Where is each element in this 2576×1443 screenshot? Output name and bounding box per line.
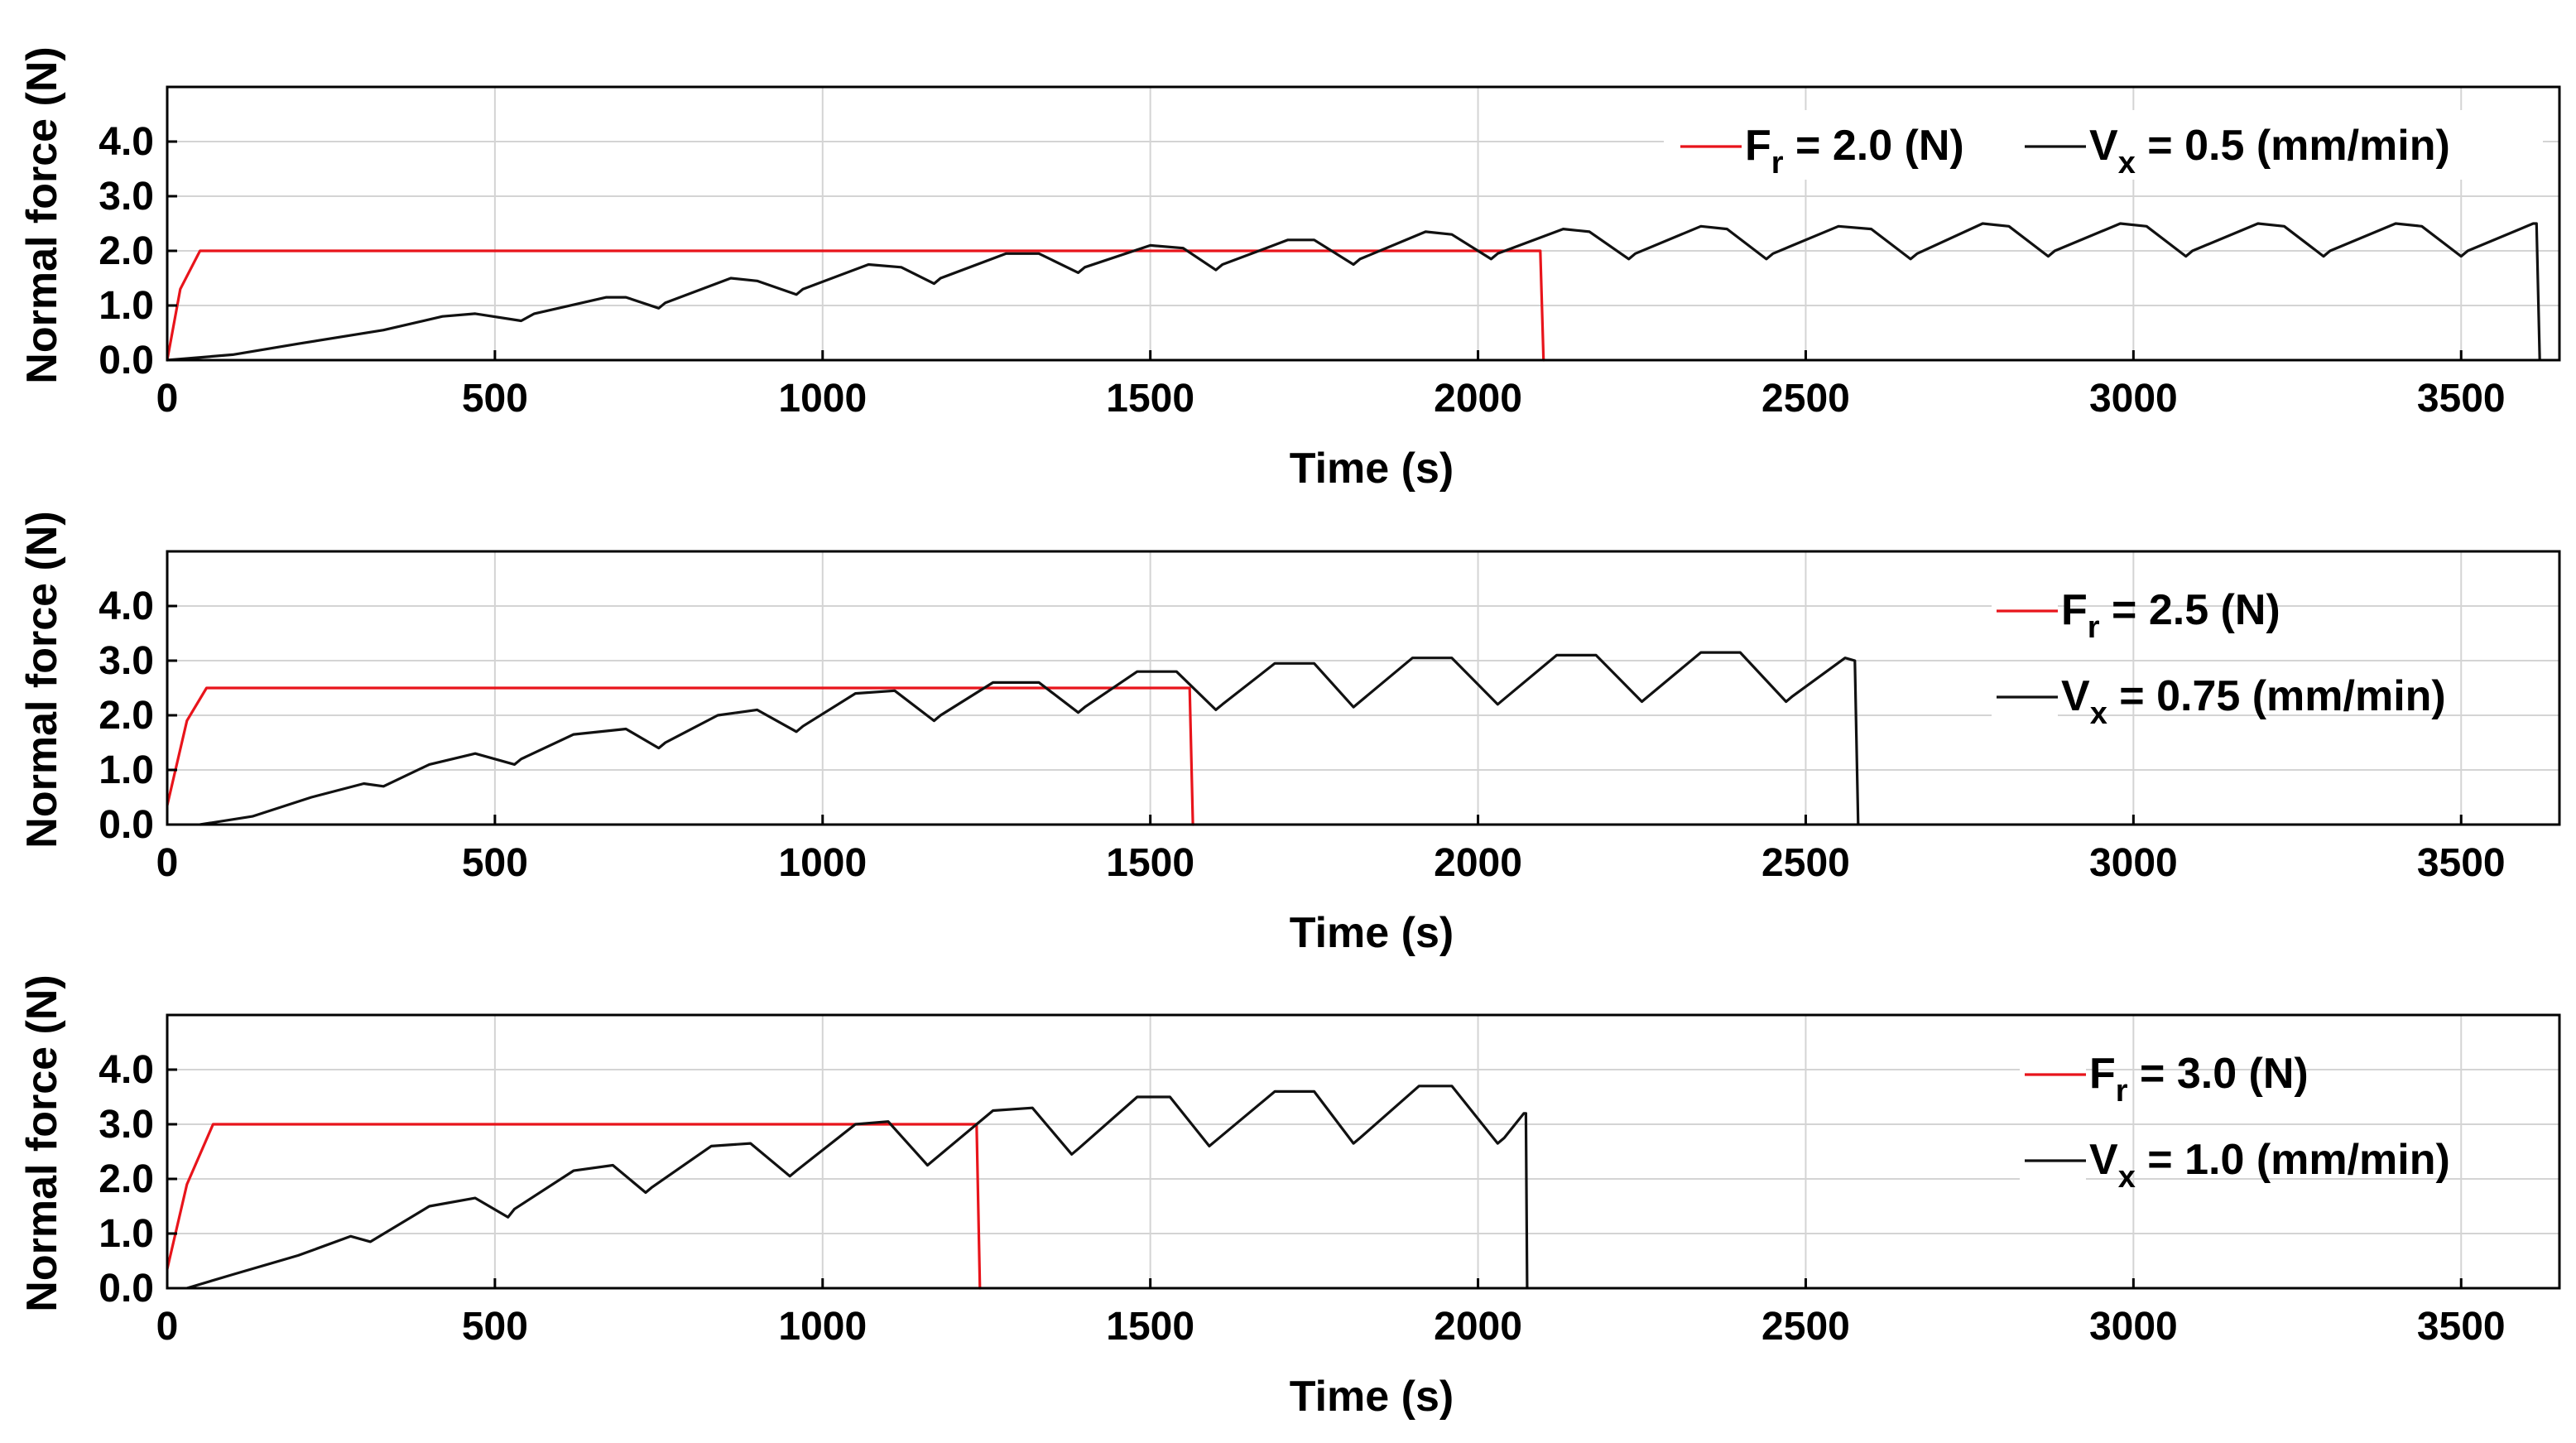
y-tick-label: 2.0	[99, 1157, 154, 1201]
legend-backdrop	[1664, 110, 2543, 180]
x-tick-label: 2500	[1761, 1305, 1850, 1349]
y-tick-label: 2.0	[99, 229, 154, 273]
x-tick-label: 3500	[2417, 841, 2506, 885]
legend-value: = 3.0 (N)	[2128, 1050, 2309, 1098]
legend-label-fr: Fr = 3.0 (N)	[2089, 1050, 2309, 1109]
legend-subscript: r	[1771, 146, 1784, 180]
y-tick-label: 1.0	[99, 284, 154, 328]
legend-subscript: x	[2118, 1160, 2136, 1195]
legend-value: = 0.5 (mm/min)	[2136, 122, 2450, 170]
x-axis-label: Time (s)	[1290, 909, 1454, 957]
legend-subscript: r	[2088, 610, 2100, 645]
legend-subscript: r	[2116, 1074, 2128, 1109]
x-axis-label: Time (s)	[1290, 1373, 1454, 1421]
legend-bg	[1675, 115, 1742, 181]
y-tick-label: 1.0	[99, 1212, 154, 1256]
x-tick-label: 1000	[778, 1305, 867, 1349]
x-tick-label: 2500	[1761, 841, 1850, 885]
x-tick-label: 3000	[2089, 1305, 2178, 1349]
y-tick-label: 4.0	[99, 584, 154, 628]
x-tick-label: 3000	[2089, 841, 2178, 885]
legend-bg	[2020, 1043, 2086, 1109]
legend-label-fr: Fr = 2.0 (N)	[1745, 122, 1964, 180]
legend-main: F	[2061, 586, 2088, 634]
x-tick-label: 0	[156, 377, 179, 421]
x-tick-label: 3500	[2417, 1305, 2506, 1349]
y-tick-label: 0.0	[99, 1267, 154, 1311]
x-tick-label: 1000	[778, 377, 867, 421]
y-axis-label: Normal force (N)	[18, 974, 66, 1311]
legend-main: F	[1745, 122, 1771, 170]
x-tick-label: 1500	[1106, 1305, 1194, 1349]
y-tick-label: 3.0	[99, 175, 154, 219]
y-tick-label: 0.0	[99, 803, 154, 847]
chart-panel-1: 0 500 1000 1500 2000 2500 3000 3500 0.0 1.0 2.0 3.0…	[18, 46, 2561, 493]
chart-panel-2: 0 500 1000 1500 2000 2500 3000 3500 0.0 1.0 2.0 3.0…	[18, 511, 2561, 957]
legend: Fr = 2.0 (N) Vx = 0.5 (mm/min)	[1664, 110, 2543, 181]
legend-bg	[2020, 115, 2086, 181]
plot-frame	[166, 550, 2561, 826]
x-tick-label: 0	[156, 841, 179, 885]
plot-frame	[166, 1013, 2561, 1290]
legend-main: V	[2089, 1136, 2118, 1184]
y-axis-label: Normal force (N)	[18, 46, 66, 383]
x-tick-label: 1500	[1106, 377, 1194, 421]
series-line-vx	[199, 651, 1860, 826]
x-tick-label: 500	[462, 841, 528, 885]
legend-value: = 1.0 (mm/min)	[2136, 1136, 2450, 1184]
y-tick-label: 4.0	[99, 120, 154, 164]
series-line-fr	[166, 686, 1194, 826]
legend: Fr = 2.5 (N)Vx = 0.75 (mm/min)	[1992, 580, 2446, 732]
legend-bg	[1992, 580, 2058, 646]
chart-panel-3: 0 500 1000 1500 2000 2500 3000 3500 0.0 1.0 2.0 3.0…	[18, 974, 2561, 1421]
y-tick-label: 0.0	[99, 339, 154, 382]
x-axis-label: Time (s)	[1290, 445, 1454, 493]
y-tick-label: 4.0	[99, 1048, 154, 1092]
plot-frame	[166, 85, 2561, 362]
legend-value: = 0.75 (mm/min)	[2107, 672, 2446, 720]
legend-value: = 2.5 (N)	[2100, 586, 2280, 634]
y-tick-label: 2.0	[99, 694, 154, 738]
series-line-vx	[166, 222, 2541, 362]
series-line-fr	[166, 1123, 982, 1290]
legend-label-vx: Vx = 0.75 (mm/min)	[2061, 672, 2446, 731]
y-tick-label: 3.0	[99, 1103, 154, 1147]
y-tick-label: 1.0	[99, 748, 154, 792]
legend-subscript: x	[2090, 696, 2107, 731]
legend-bg	[1992, 666, 2058, 732]
x-tick-label: 1000	[778, 841, 867, 885]
x-tick-label: 3500	[2417, 377, 2506, 421]
legend-main: V	[2089, 122, 2118, 170]
x-tick-label: 3000	[2089, 377, 2178, 421]
x-tick-label: 500	[462, 377, 528, 421]
legend-subscript: x	[2118, 146, 2136, 180]
x-tick-label: 2000	[1434, 841, 1522, 885]
x-tick-label: 0	[156, 1305, 179, 1349]
x-tick-label: 1500	[1106, 841, 1194, 885]
y-axis-label: Normal force (N)	[18, 511, 66, 848]
x-tick-label: 2000	[1434, 377, 1522, 421]
legend: Fr = 3.0 (N)Vx = 1.0 (mm/min)	[2020, 1043, 2450, 1195]
y-tick-label: 3.0	[99, 639, 154, 683]
x-tick-label: 500	[462, 1305, 528, 1349]
legend-value: = 2.0 (N)	[1784, 122, 1964, 170]
x-tick-label: 2500	[1761, 377, 1850, 421]
legend-label-vx: Vx = 0.5 (mm/min)	[2089, 122, 2450, 180]
series-line-vx	[186, 1085, 1529, 1290]
legend-main: V	[2061, 672, 2090, 720]
legend-label-fr: Fr = 2.5 (N)	[2061, 586, 2280, 645]
x-tick-label: 2000	[1434, 1305, 1522, 1349]
legend-bg	[2020, 1129, 2086, 1195]
legend-label-vx: Vx = 1.0 (mm/min)	[2089, 1136, 2450, 1195]
legend-main: F	[2089, 1050, 2116, 1098]
